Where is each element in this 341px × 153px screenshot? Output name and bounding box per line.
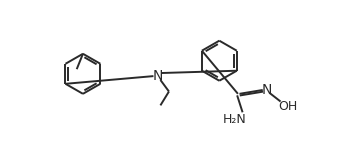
Text: N: N — [152, 69, 163, 83]
Text: N: N — [262, 83, 272, 97]
Text: H₂N: H₂N — [223, 113, 247, 126]
Text: OH: OH — [278, 100, 297, 113]
